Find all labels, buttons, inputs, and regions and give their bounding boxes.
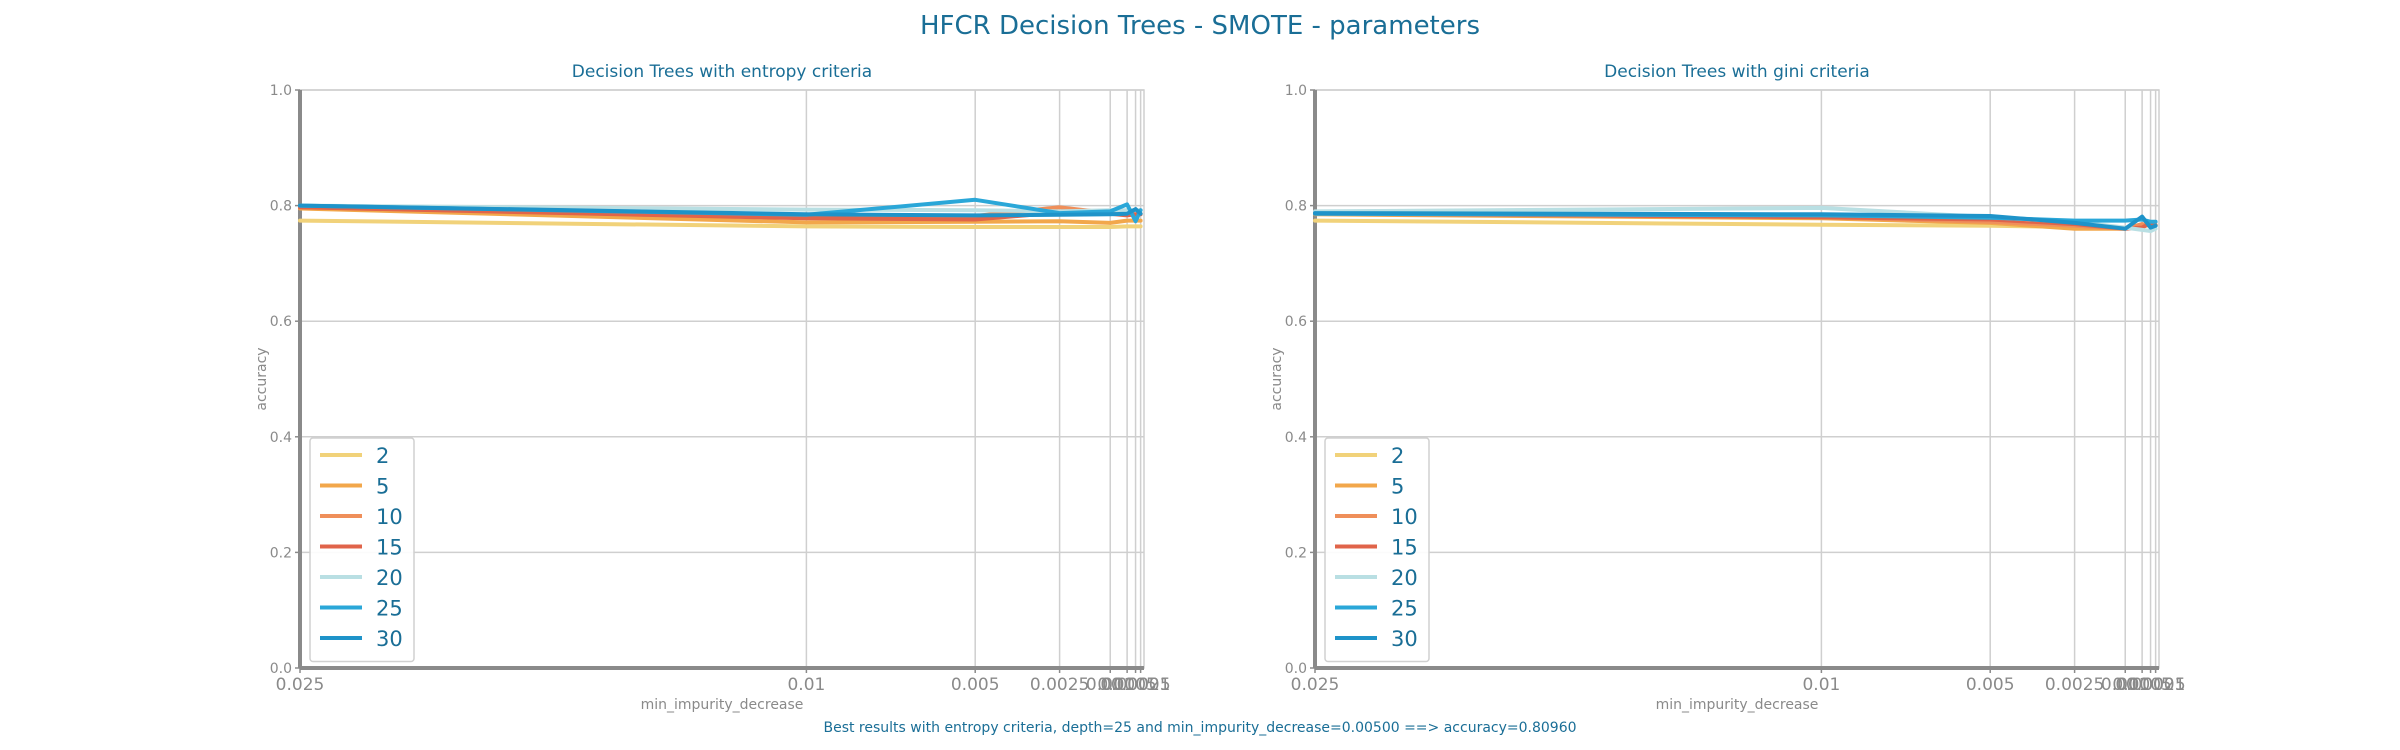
x-tick-label: 0.00025 <box>2115 675 2185 695</box>
x-tick-label: 0.025 <box>1291 675 1340 695</box>
subplot-title: Decision Trees with entropy criteria <box>572 62 872 82</box>
x-tick-label: 0.005 <box>951 675 1000 695</box>
legend-label: 20 <box>1391 566 1418 590</box>
x-tick-label: 0.0025 <box>2045 675 2104 695</box>
y-tick-label: 0.2 <box>1285 545 1307 561</box>
series-line-depth-30 <box>298 203 1143 218</box>
x-tick-label: 0.0005 <box>2112 675 2171 695</box>
y-tick-label: 0.2 <box>270 545 292 561</box>
y-tick-label: 0.8 <box>1285 199 1307 215</box>
best-results-caption: Best results with entropy criteria, dept… <box>823 720 1576 736</box>
x-tick-label: 0.0025 <box>1030 675 1089 695</box>
legend-label: 5 <box>376 475 389 499</box>
y-tick-label: 1.0 <box>1285 83 1307 99</box>
legend-label: 30 <box>376 627 403 651</box>
y-tick-label: 0.8 <box>270 199 292 215</box>
x-tick-label: 0.001 <box>2101 675 2150 695</box>
legend-label: 20 <box>376 566 403 590</box>
y-tick-label: 0.0 <box>1285 661 1307 677</box>
plot-frame <box>299 89 1145 669</box>
subplot-entropy: 0.00.20.40.60.81.00.025 0.01 0.005 0.00250.… <box>254 62 1171 713</box>
x-tick-label: 0.001 <box>1086 675 1135 695</box>
x-tick-label: 0.01 <box>787 675 825 695</box>
y-axis-label: accuracy <box>254 347 270 410</box>
x-tick-label: 0.00025 <box>1100 675 1170 695</box>
legend-label: 10 <box>376 505 403 529</box>
legend-label: 5 <box>1391 475 1404 499</box>
legend-label: 25 <box>376 597 403 621</box>
x-axis-label: min_impurity_decrease <box>641 697 804 713</box>
legend-label: 15 <box>1391 536 1418 560</box>
legend-label: 2 <box>1391 444 1404 468</box>
y-tick-label: 1.0 <box>270 83 292 99</box>
y-tick-label: 0.4 <box>270 430 292 446</box>
subplot-title: Decision Trees with gini criteria <box>1604 62 1870 82</box>
x-tick-label: 0.0001 <box>2126 675 2185 695</box>
x-tick-label: 0.0005 <box>1097 675 1156 695</box>
y-tick-label: 0.4 <box>1285 430 1307 446</box>
subplot-gini: 0.00.20.40.60.81.00.025 0.01 0.005 0.00250.… <box>1269 62 2186 713</box>
x-axis-label: min_impurity_decrease <box>1656 697 1819 713</box>
series-line-depth-2 <box>298 218 1143 229</box>
x-tick-label: 0.005 <box>1966 675 2015 695</box>
y-tick-label: 0.0 <box>270 661 292 677</box>
legend-label: 10 <box>1391 505 1418 529</box>
series-line-depth-25 <box>298 197 1143 224</box>
plot-frame <box>1314 89 2160 669</box>
legend-label: 30 <box>1391 627 1418 651</box>
subplots: 0.00.20.40.60.81.00.025 0.01 0.005 0.00250.… <box>254 62 2186 713</box>
y-axis-label: accuracy <box>1269 347 1285 410</box>
x-tick-label: 0.01 <box>1802 675 1840 695</box>
legend-label: 25 <box>1391 597 1418 621</box>
legend-label: 15 <box>376 536 403 560</box>
y-tick-label: 0.6 <box>270 314 292 330</box>
y-tick-label: 0.6 <box>1285 314 1307 330</box>
series-line-depth-30 <box>1313 211 2158 231</box>
figure-title: HFCR Decision Trees - SMOTE - parameters <box>920 11 1480 41</box>
legend-label: 2 <box>376 444 389 468</box>
x-tick-label: 0.025 <box>276 675 325 695</box>
x-tick-label: 0.0001 <box>1111 675 1170 695</box>
